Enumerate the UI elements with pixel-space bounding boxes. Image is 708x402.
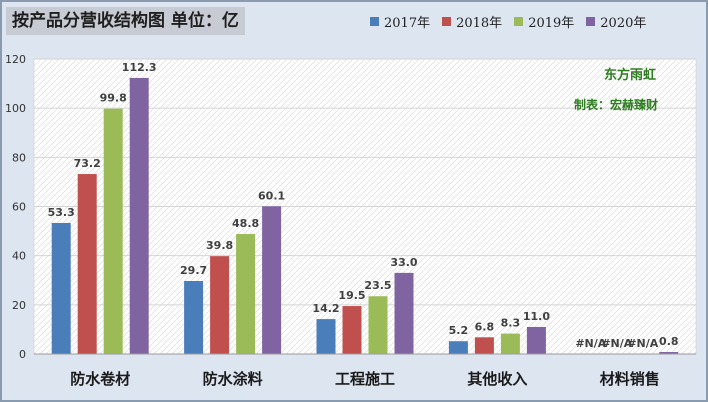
legend-swatch <box>514 16 524 26</box>
bar <box>394 272 414 354</box>
data-label: 60.1 <box>258 189 285 202</box>
data-label: #N/A <box>627 337 658 350</box>
bar <box>210 256 230 354</box>
legend-swatch <box>370 16 379 26</box>
data-label: 8.3 <box>501 317 521 330</box>
y-tick-label: 100 <box>5 102 26 115</box>
y-tick-label: 20 <box>12 299 26 312</box>
data-label: 6.8 <box>475 320 495 333</box>
y-tick-label: 0 <box>19 348 26 361</box>
brand-annotation: 东方雨虹 <box>604 67 656 83</box>
y-axis-ticks: 0 20 40 60 80 100 120 <box>5 53 26 361</box>
legend-swatch <box>442 16 452 26</box>
data-label: 19.5 <box>338 289 365 302</box>
chart-title: 按产品分营收结构图 单位：亿 <box>6 7 245 35</box>
bar <box>77 174 97 354</box>
data-label: 29.7 <box>180 264 207 277</box>
data-label: 48.8 <box>232 217 259 230</box>
data-label: 23.5 <box>364 279 391 292</box>
data-label: #N/A <box>575 337 606 350</box>
bar <box>448 341 468 354</box>
data-label: #N/A <box>601 337 632 350</box>
y-tick-label: 60 <box>12 201 26 214</box>
y-tick-label: 80 <box>12 151 26 164</box>
x-tick-label: 防水涂料 <box>203 370 263 388</box>
data-label: 112.3 <box>122 61 157 74</box>
y-tick-label: 40 <box>12 250 26 263</box>
category-labels: 防水卷材 防水涂料 工程施工 其他收入 材料销售 <box>70 370 660 388</box>
bar <box>500 333 520 354</box>
legend-label: 2018年 <box>456 15 503 31</box>
bar <box>184 280 204 354</box>
bar <box>316 319 336 354</box>
credit-annotation: 制表：宏赫臻财 <box>574 97 658 112</box>
bar <box>103 108 123 355</box>
bar <box>526 326 546 354</box>
bar <box>262 206 282 354</box>
x-tick-label: 防水卷材 <box>70 370 130 388</box>
legend: 2017年 2018年 2019年 2020年 <box>370 11 658 31</box>
data-label: 0.8 <box>659 335 679 348</box>
bar <box>236 234 256 354</box>
legend-item: 2018年 <box>442 12 502 31</box>
data-label: 11.0 <box>523 310 550 323</box>
data-label: 33.0 <box>390 256 417 269</box>
bar <box>51 222 71 354</box>
legend-label: 2017年 <box>384 15 431 31</box>
x-tick-label: 材料销售 <box>600 370 660 388</box>
legend-item: 2020年 <box>586 12 646 31</box>
bar <box>368 296 388 354</box>
bar <box>342 306 362 354</box>
legend-swatch <box>586 16 596 26</box>
legend-item: 2017年 <box>370 12 430 31</box>
data-labels: 53.3 73.2 99.8 112.3 29.7 39.8 48.8 60.1 14.219.… <box>48 61 679 350</box>
bars <box>51 77 679 355</box>
legend-label: 2020年 <box>600 15 647 31</box>
data-label: 53.3 <box>48 206 75 219</box>
y-tick-label: 120 <box>5 53 26 66</box>
data-label: 5.2 <box>449 324 469 337</box>
data-label: 14.2 <box>312 302 339 315</box>
data-label: 99.8 <box>100 92 127 105</box>
legend-label: 2019年 <box>528 15 575 31</box>
bar <box>474 337 494 354</box>
bar <box>659 352 679 354</box>
x-tick-label: 工程施工 <box>335 370 395 388</box>
bar <box>129 77 149 354</box>
data-label: 73.2 <box>74 157 101 170</box>
legend-item: 2019年 <box>514 12 574 31</box>
data-label: 39.8 <box>206 239 233 252</box>
x-tick-label: 其他收入 <box>467 370 527 388</box>
